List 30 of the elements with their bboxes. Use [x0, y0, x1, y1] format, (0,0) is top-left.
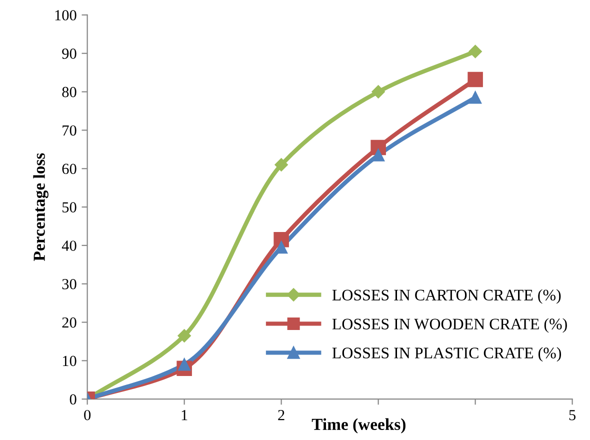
- point: [372, 148, 385, 162]
- legend-label: LOSSES IN PLASTIC CRATE (%): [332, 347, 562, 362]
- y-tick-label: 0: [70, 394, 76, 405]
- point: [275, 241, 288, 254]
- point: [178, 358, 191, 371]
- y-tick-label: 40: [62, 240, 76, 251]
- x-axis-title: Time (weeks): [312, 418, 406, 434]
- y-tick-label: 60: [62, 164, 76, 174]
- legend-label: LOSSES IN CARTON CRATE (%): [332, 289, 561, 304]
- y-tick-label: 10: [62, 356, 76, 366]
- x-tick-label: 0: [84, 410, 91, 420]
- point: [178, 329, 191, 342]
- y-tick-label: 90: [62, 48, 76, 59]
- y-tick-label: 80: [62, 86, 76, 98]
- y-tick-label: 50: [62, 202, 76, 212]
- x-tick-label: 5: [569, 410, 576, 420]
- x-tick-label: 1: [182, 410, 188, 420]
- y-tick-label: 30: [62, 278, 76, 290]
- point: [274, 232, 289, 248]
- point: [372, 85, 385, 98]
- y-tick-label: 70: [62, 125, 76, 136]
- point: [468, 44, 482, 58]
- point: [469, 91, 482, 104]
- y-tick-label: 20: [62, 317, 76, 328]
- y-axis-title: Percentage loss: [33, 153, 48, 261]
- legend-label: LOSSES IN WOODEN CRATE (%): [332, 318, 567, 333]
- x-tick-label: 2: [278, 410, 284, 420]
- point: [274, 158, 288, 172]
- point: [468, 72, 483, 88]
- y-tick-label: 100: [55, 10, 76, 20]
